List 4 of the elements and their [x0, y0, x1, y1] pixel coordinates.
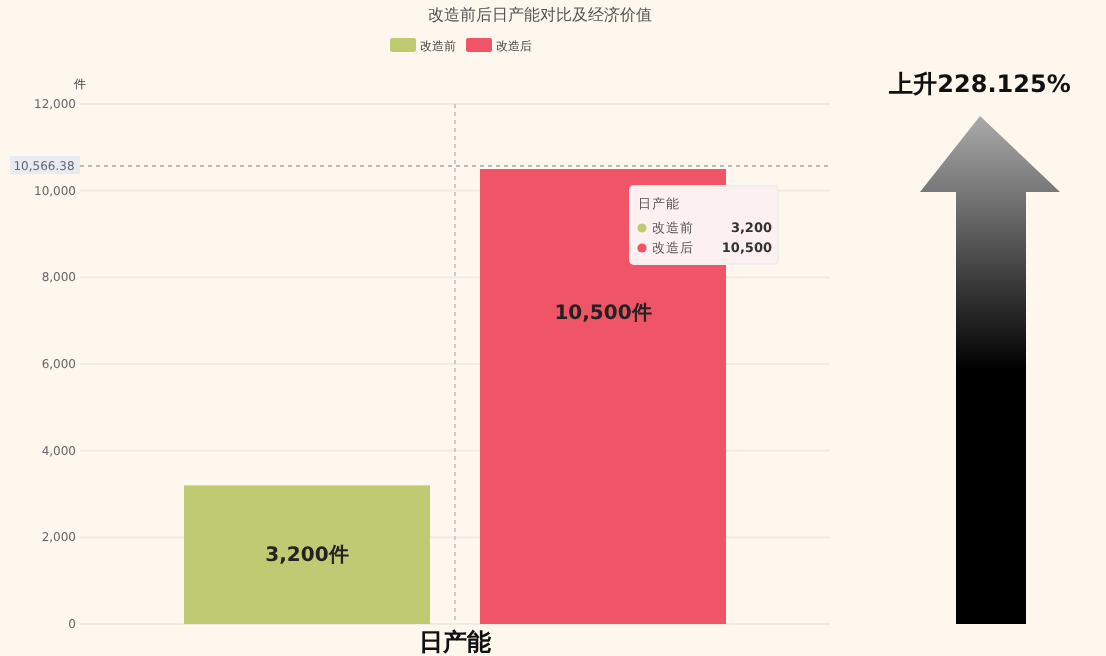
data-label: 10,500件 — [554, 301, 652, 325]
data-label: 3,200件 — [265, 543, 349, 568]
chart-title: 改造前后日产能对比及经济价值 — [428, 6, 652, 24]
text: 上升228.125% — [887, 70, 1071, 98]
